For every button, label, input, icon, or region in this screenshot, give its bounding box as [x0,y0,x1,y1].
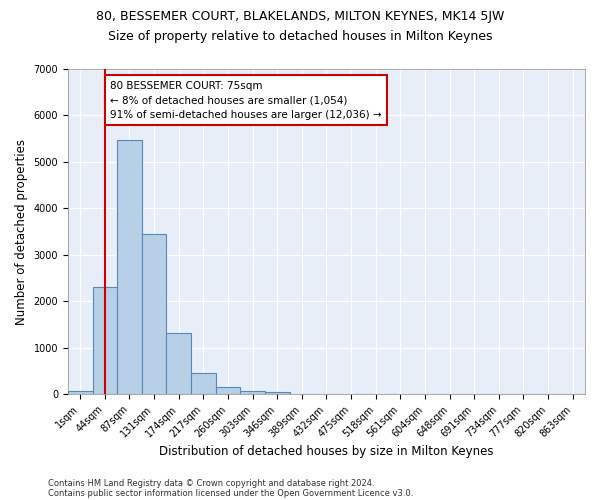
Bar [68,390,92,394]
Bar [265,392,290,394]
Text: Contains public sector information licensed under the Open Government Licence v3: Contains public sector information licen… [48,488,413,498]
Bar [191,373,215,394]
Text: Contains HM Land Registry data © Crown copyright and database right 2024.: Contains HM Land Registry data © Crown c… [48,478,374,488]
Bar [240,390,265,394]
Bar [117,140,142,394]
X-axis label: Distribution of detached houses by size in Milton Keynes: Distribution of detached houses by size … [159,444,494,458]
Text: 80 BESSEMER COURT: 75sqm
← 8% of detached houses are smaller (1,054)
91% of semi: 80 BESSEMER COURT: 75sqm ← 8% of detache… [110,80,382,120]
Bar [215,387,240,394]
Y-axis label: Number of detached properties: Number of detached properties [15,138,28,324]
Bar [142,234,166,394]
Bar [92,288,117,394]
Bar [166,333,191,394]
Text: 80, BESSEMER COURT, BLAKELANDS, MILTON KEYNES, MK14 5JW: 80, BESSEMER COURT, BLAKELANDS, MILTON K… [96,10,504,23]
Text: Size of property relative to detached houses in Milton Keynes: Size of property relative to detached ho… [108,30,492,43]
